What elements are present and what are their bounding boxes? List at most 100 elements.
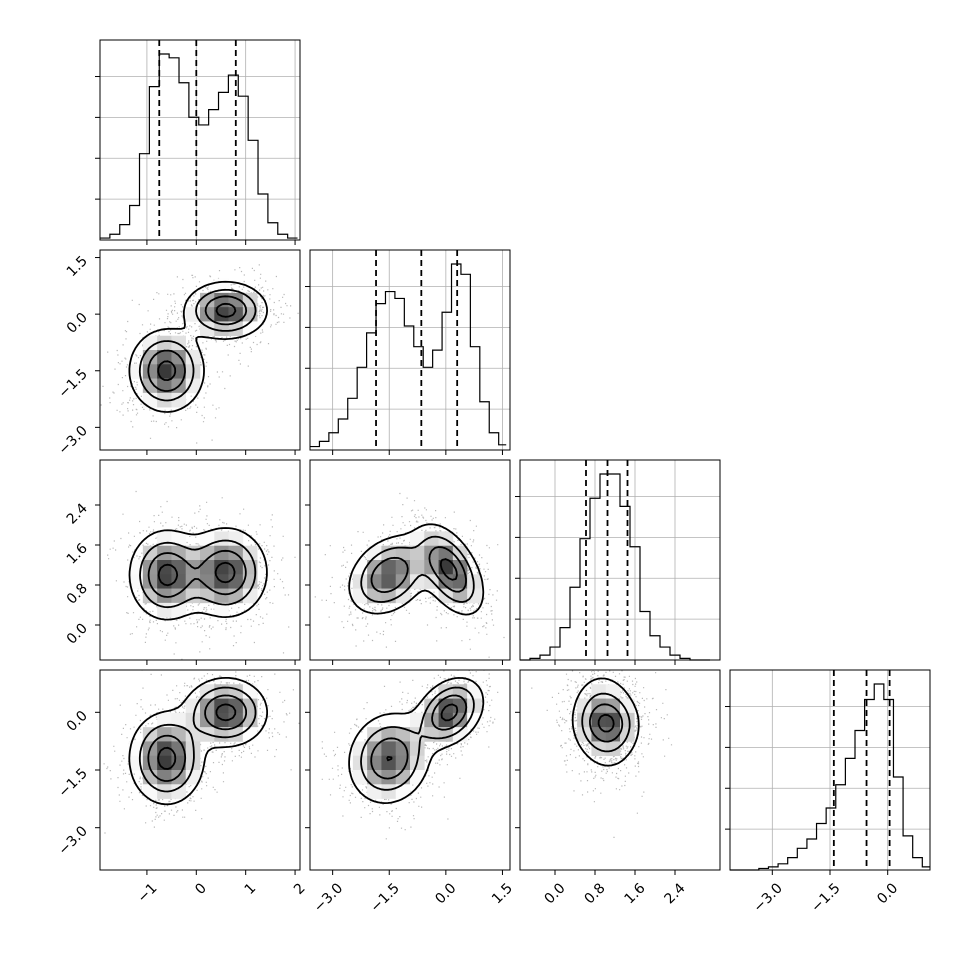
frame-2-0 — [99, 459, 301, 661]
density-cell — [200, 560, 215, 575]
frame-0-0 — [99, 39, 301, 241]
density-content-2-0 — [107, 490, 296, 660]
contour-2-1-2 — [370, 546, 467, 593]
density-cell — [214, 602, 229, 618]
density-cell — [605, 741, 621, 757]
density-panel-2-1 — [309, 459, 511, 661]
density-cell — [410, 574, 425, 589]
density-cell — [381, 574, 397, 589]
density-content-3-1 — [321, 670, 499, 840]
contour-2-0-3 — [157, 561, 236, 587]
histogram-1 — [310, 263, 507, 448]
x-tick-label-2-1: 0.8 — [582, 880, 609, 907]
density-content-3-0 — [103, 670, 300, 834]
density-panel-1-0 — [99, 249, 301, 451]
density-cell — [228, 560, 244, 575]
density-content-3-2 — [531, 670, 673, 838]
density-cell — [395, 770, 411, 785]
density-cell — [381, 755, 397, 771]
density-cell — [410, 727, 425, 742]
frame-1-1 — [309, 249, 511, 451]
contour-2-0-0 — [128, 527, 268, 621]
density-cell — [171, 784, 187, 799]
density-cell — [200, 531, 215, 547]
density-cell — [367, 755, 382, 771]
y-tick-label-1-3: −3.0 — [55, 423, 90, 458]
density-cell — [185, 770, 201, 785]
density-cell — [367, 545, 382, 561]
hist-panel-3 — [725, 669, 931, 871]
hist-panel-2 — [515, 459, 721, 661]
y-tick-label-2-0: 2.4 — [64, 500, 91, 527]
density-cell — [171, 712, 187, 728]
contour-3-0-0 — [128, 677, 268, 806]
y-tick-label-3-2: −3.0 — [55, 823, 90, 858]
contour-3-2-1 — [581, 692, 631, 753]
density-cell — [228, 307, 244, 322]
density-cell — [142, 335, 158, 351]
density-cell — [395, 784, 411, 799]
hist-panel-1 — [305, 249, 511, 451]
density-cell — [352, 755, 368, 771]
density-cell — [367, 560, 382, 575]
density-cell — [438, 545, 454, 561]
density-panel-3-1 — [309, 669, 511, 871]
contour-1-0-2 — [147, 295, 248, 392]
y-tick-label-2-1: 1.6 — [64, 540, 91, 567]
density-cell — [171, 588, 187, 604]
density-cell — [157, 364, 172, 379]
density-cell — [171, 545, 187, 561]
x-tick-label-0-0: −1 — [135, 880, 161, 906]
density-cell — [157, 712, 172, 728]
density-cell — [157, 727, 172, 742]
contour-3-1-3 — [386, 703, 459, 762]
y-tick-label-3-1: −1.5 — [55, 766, 90, 801]
x-tick-label-1-1: −1.5 — [368, 880, 403, 915]
density-cell — [395, 712, 411, 728]
density-cell — [214, 531, 229, 547]
density-cell — [242, 712, 258, 728]
density-cell — [467, 588, 482, 604]
y-tick-label-2-2: 0.8 — [64, 581, 91, 608]
density-cell — [157, 770, 172, 785]
density-cell — [185, 378, 201, 394]
density-cell — [200, 574, 215, 589]
density-cell — [381, 784, 397, 799]
density-cell — [171, 574, 187, 589]
y-tick-label-1-0: 1.5 — [64, 253, 91, 280]
density-cell — [171, 531, 187, 547]
density-cell — [395, 545, 411, 561]
contour-2-0-1 — [139, 539, 257, 609]
x-tick-label-2-3: 2.4 — [662, 880, 689, 907]
density-cell — [395, 727, 411, 742]
density-cell — [410, 770, 425, 785]
x-tick-label-1-0: −3.0 — [311, 880, 346, 915]
frame-1-0 — [99, 249, 301, 451]
density-cell — [171, 392, 187, 408]
density-cell — [381, 560, 397, 575]
density-cell — [395, 588, 411, 604]
contour-3-0-2 — [147, 694, 247, 782]
density-cell — [410, 545, 425, 561]
frame-2-2 — [519, 459, 721, 661]
density-cell — [242, 588, 258, 604]
density-cell — [171, 770, 187, 785]
contour-2-1-1 — [360, 535, 475, 603]
histogram-2 — [520, 473, 710, 661]
density-cell — [577, 712, 592, 728]
x-tick-label-2-2: 1.6 — [622, 880, 649, 907]
density-cell — [142, 364, 158, 379]
density-content-1-0 — [100, 264, 300, 444]
density-cell — [185, 698, 201, 714]
density-cell — [424, 727, 439, 742]
density-cell — [228, 531, 244, 547]
density-cell — [157, 560, 172, 575]
density-cell — [171, 560, 187, 575]
density-content-2-1 — [314, 492, 505, 658]
contour-3-1-2 — [370, 694, 468, 780]
density-cell — [381, 545, 397, 561]
contour-3-2-2 — [589, 703, 624, 743]
x-tick-label-0-2: 1 — [242, 880, 260, 898]
contour-1-0-1 — [138, 288, 257, 402]
density-panel-3-2 — [519, 669, 721, 871]
